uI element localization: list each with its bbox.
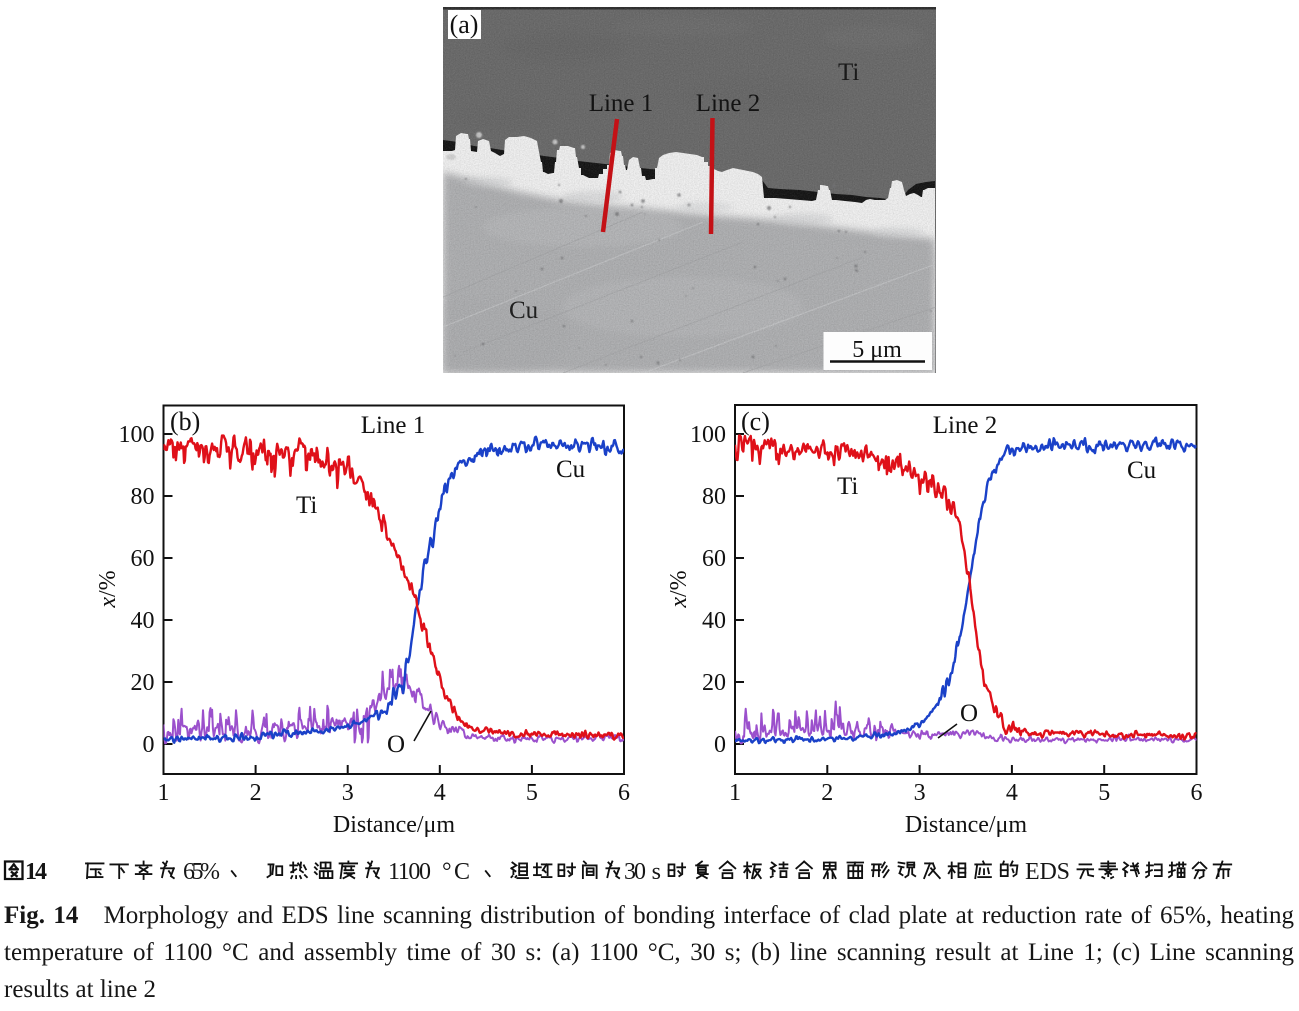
svg-text:(a): (a) [450, 10, 479, 39]
svg-text:Line 1: Line 1 [361, 412, 426, 439]
svg-text:Ti: Ti [837, 473, 858, 500]
svg-text:20: 20 [702, 670, 726, 696]
svg-text:60: 60 [131, 546, 155, 572]
svg-text:O: O [960, 700, 978, 727]
svg-text:40: 40 [131, 608, 155, 634]
svg-text:Line 1: Line 1 [589, 90, 654, 117]
svg-text:0: 0 [714, 732, 726, 758]
svg-text:3: 3 [914, 780, 926, 806]
svg-text:s: s [652, 859, 661, 885]
svg-text:5: 5 [1098, 780, 1110, 806]
svg-text:1: 1 [729, 780, 741, 806]
svg-text:3: 3 [342, 780, 354, 806]
svg-text:4: 4 [1006, 780, 1018, 806]
svg-text:Cu: Cu [1127, 457, 1157, 484]
svg-text:x/%: x/% [666, 570, 692, 608]
svg-text:Distance/μm: Distance/μm [333, 812, 456, 838]
svg-text:60: 60 [702, 546, 726, 572]
svg-text:Distance/μm: Distance/μm [905, 812, 1028, 838]
svg-text:(b): (b) [170, 407, 200, 436]
svg-text:65%: 65% [183, 859, 220, 885]
svg-text:Ti: Ti [296, 492, 317, 519]
svg-text:1100: 1100 [388, 859, 431, 885]
svg-text:0: 0 [143, 732, 155, 758]
svg-text:1: 1 [158, 780, 170, 806]
svg-text:40: 40 [702, 608, 726, 634]
svg-text:20: 20 [131, 670, 155, 696]
svg-text:5 μm: 5 μm [852, 337, 902, 363]
svg-text:°C: °C [442, 859, 470, 885]
svg-text:2: 2 [250, 780, 262, 806]
svg-text:14: 14 [25, 859, 47, 885]
svg-text:EDS: EDS [1025, 859, 1070, 885]
svg-text:Cu: Cu [556, 456, 586, 483]
svg-text:100: 100 [690, 422, 726, 448]
svg-text:O: O [387, 731, 405, 758]
svg-text:4: 4 [434, 780, 446, 806]
svg-text:80: 80 [131, 484, 155, 510]
svg-text:6: 6 [618, 780, 630, 806]
svg-text:Ti: Ti [838, 59, 859, 86]
svg-text:30: 30 [624, 859, 646, 885]
svg-text:Line 2: Line 2 [696, 90, 761, 117]
svg-text:x/%: x/% [95, 570, 121, 608]
svg-text:80: 80 [702, 484, 726, 510]
svg-text:2: 2 [821, 780, 833, 806]
svg-text:5: 5 [526, 780, 538, 806]
svg-text:Line 2: Line 2 [933, 412, 998, 439]
svg-text:(c): (c) [741, 407, 770, 436]
svg-text:Cu: Cu [509, 297, 539, 324]
svg-text:100: 100 [119, 422, 155, 448]
svg-text:6: 6 [1191, 780, 1203, 806]
